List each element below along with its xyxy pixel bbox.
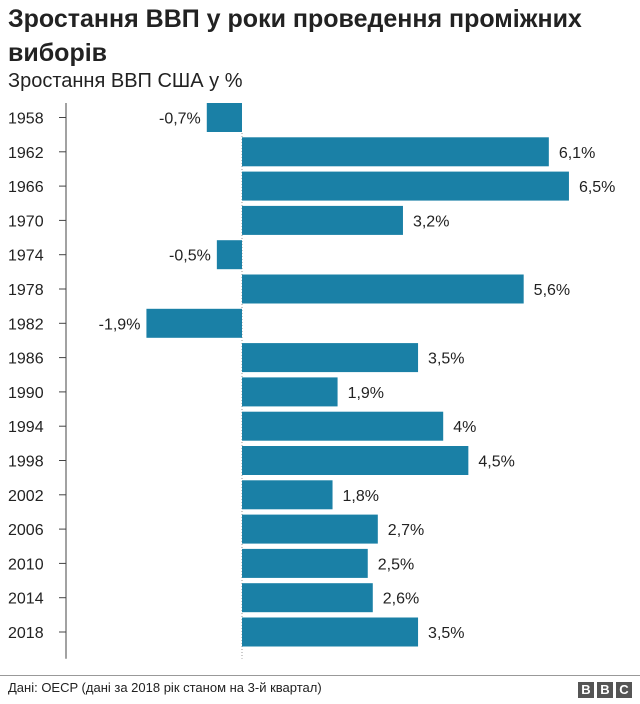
bbc-logo-letter: B [597, 682, 613, 698]
data-label: 4% [453, 419, 476, 436]
data-label: 1,9% [348, 385, 384, 402]
data-label: 2,7% [388, 522, 424, 539]
data-label: 6,1% [559, 145, 595, 162]
data-label: 1,8% [343, 488, 379, 505]
data-label: -0,5% [169, 248, 211, 265]
bar [242, 377, 338, 407]
data-label: -1,9% [99, 316, 141, 333]
bbc-logo: B B C [578, 682, 632, 698]
bar [242, 343, 419, 373]
category-tick-label: 1986 [8, 351, 44, 368]
chart-title: Зростання ВВП у роки проведення проміжни… [8, 5, 582, 67]
category-tick-label: 2006 [8, 522, 44, 539]
category-tick-label: 2018 [8, 625, 44, 642]
data-label: 3,5% [428, 351, 464, 368]
bar [242, 274, 524, 304]
category-tick-label: 1978 [8, 282, 44, 299]
bar [242, 617, 419, 647]
category-tick-label: 1998 [8, 454, 44, 471]
bar [242, 548, 368, 578]
category-tick-label: 1994 [8, 419, 44, 436]
data-label: 5,6% [534, 282, 570, 299]
data-label: 2,5% [378, 556, 414, 573]
bbc-logo-letter: C [616, 682, 632, 698]
category-tick-label: 2014 [8, 591, 44, 608]
bar [242, 446, 469, 475]
bar [206, 103, 242, 132]
category-tick-label: 2010 [8, 556, 44, 573]
category-tick-label: 1982 [8, 316, 44, 333]
bars-layer: 1958 -0,7% 1962 6,1% 1966 6,5% 1970 3,2% 1974 -0,… [8, 103, 615, 659]
bar [242, 583, 373, 613]
category-tick-label: 1958 [8, 111, 44, 128]
bar [242, 205, 403, 235]
category-tick-label: 2002 [8, 488, 44, 505]
bar-chart: 1958 -0,7% 1962 6,1% 1966 6,5% 1970 3,2% 1974 -0,… [8, 103, 615, 659]
category-tick-label: 1990 [8, 385, 44, 402]
chart-subtitle: Зростання ВВП США у % [8, 70, 243, 92]
category-tick-label: 1966 [8, 179, 44, 196]
data-label: 4,5% [478, 454, 514, 471]
bar [242, 514, 378, 544]
bar [242, 480, 333, 510]
data-label: -0,7% [159, 111, 201, 128]
footer-divider [0, 675, 640, 676]
bar [242, 171, 569, 201]
bar [216, 240, 242, 270]
category-tick-label: 1974 [8, 248, 44, 265]
data-label: 6,5% [579, 179, 615, 196]
bar [242, 411, 444, 441]
source-note: Дані: OECP (дані за 2018 рік станом на 3… [8, 680, 322, 695]
bar [242, 137, 549, 167]
data-label: 2,6% [383, 591, 419, 608]
data-label: 3,5% [428, 625, 464, 642]
bar [146, 308, 242, 338]
data-label: 3,2% [413, 213, 449, 230]
category-tick-label: 1970 [8, 213, 44, 230]
category-tick-label: 1962 [8, 145, 44, 162]
bbc-logo-letter: B [578, 682, 594, 698]
